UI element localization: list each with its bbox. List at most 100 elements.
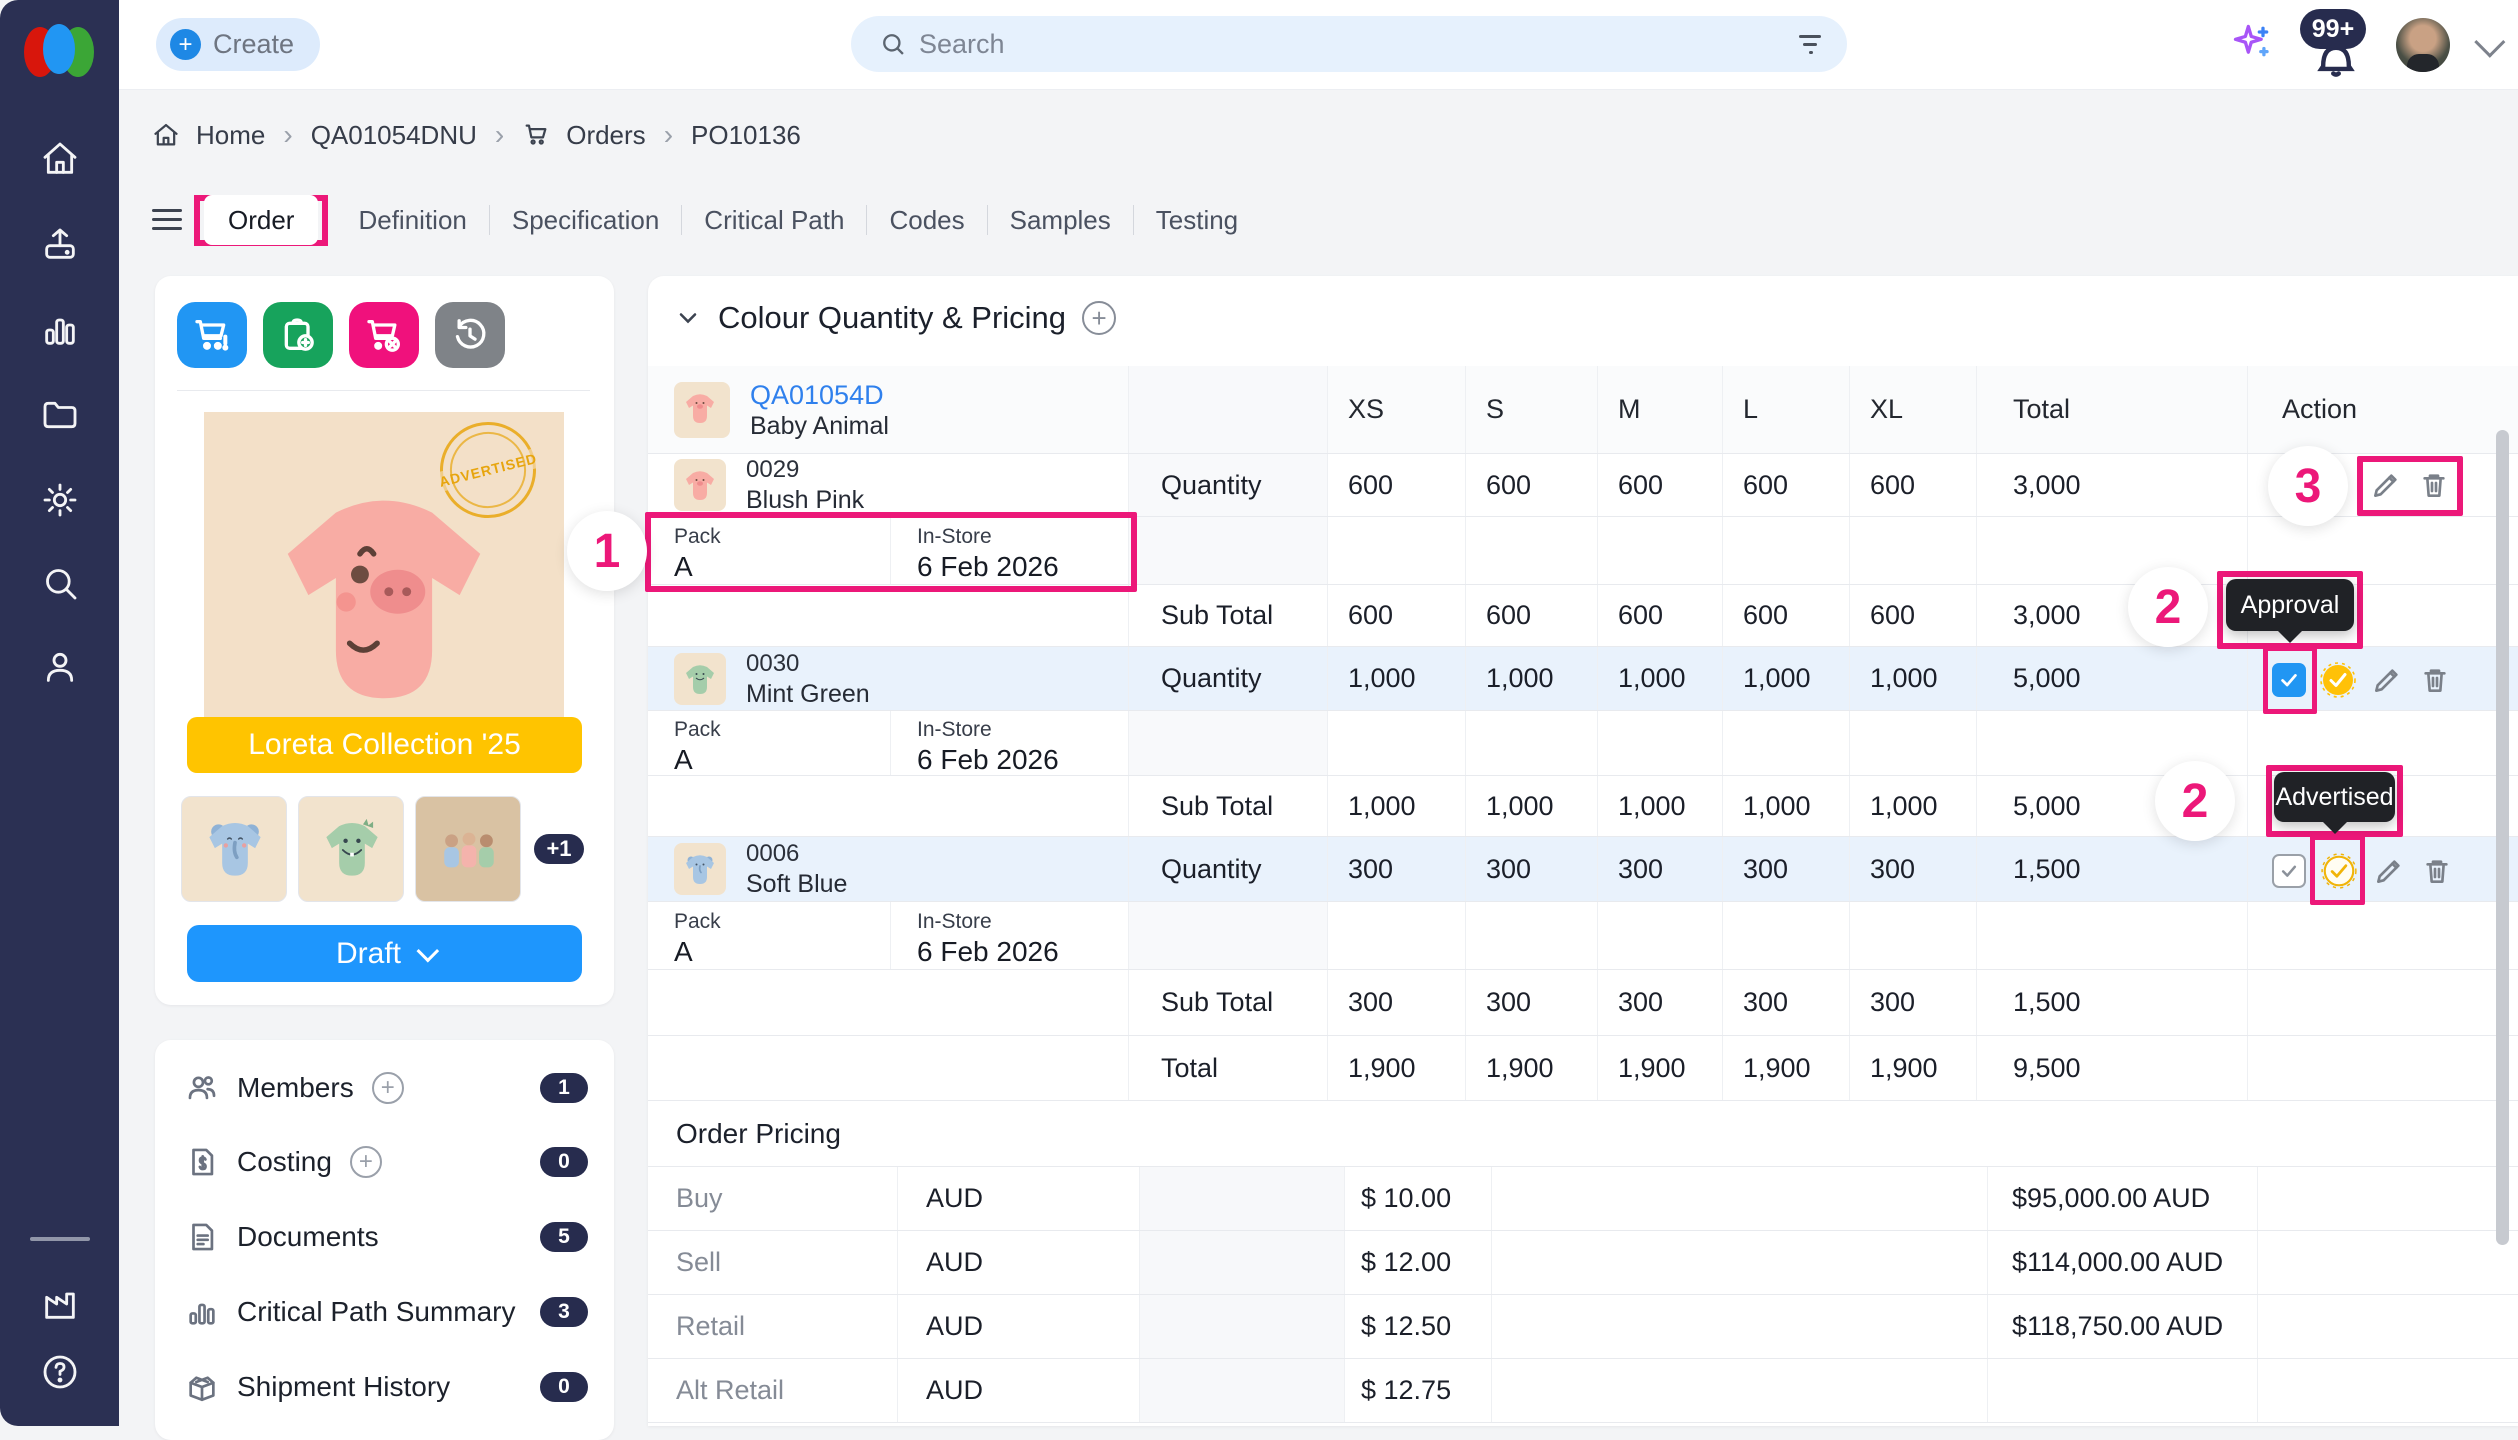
sidebar-item-costing[interactable]: Costing + 0 <box>185 1138 588 1186</box>
pricing-price: $ 12.00 <box>1345 1231 1492 1294</box>
size-header-xl: XL <box>1850 366 1977 453</box>
colorway-thumbnail[interactable] <box>674 843 726 895</box>
cart-remove-button[interactable] <box>349 302 419 368</box>
row-0029-actions <box>2369 468 2451 502</box>
edit-icon[interactable] <box>2370 663 2404 697</box>
create-button[interactable]: + Create <box>156 18 321 71</box>
app-logo[interactable] <box>24 24 96 80</box>
sidebar-item-documents[interactable]: Documents 5 <box>185 1213 588 1261</box>
add-colorway-icon[interactable]: + <box>1082 301 1117 335</box>
sidebar-item-members[interactable]: Members + 1 <box>185 1064 588 1112</box>
advertised-seal-outline-icon[interactable] <box>2320 852 2358 890</box>
tab-bar: Order Definition Specification Critical … <box>152 180 1260 260</box>
vertical-scrollbar[interactable] <box>2496 430 2509 1245</box>
colorway-code: 0006 <box>746 840 800 867</box>
breadcrumb-project[interactable]: QA01054DNU <box>310 119 477 150</box>
account-chevron-down-icon[interactable] <box>2474 26 2506 58</box>
subtotal-cell: 300 <box>1328 970 1466 1035</box>
product-main-image[interactable]: ADVERTISED <box>204 412 564 772</box>
user-avatar[interactable] <box>2396 18 2450 72</box>
colorway-name: Blush Pink <box>746 486 865 514</box>
factory-icon[interactable] <box>0 1272 119 1336</box>
total-cell: 1,900 <box>1466 1036 1598 1100</box>
style-code-link[interactable]: QA01054D <box>750 379 884 410</box>
add-member-icon[interactable]: + <box>371 1072 404 1104</box>
total-header: Total <box>1977 366 2248 453</box>
delete-icon[interactable] <box>2420 854 2454 888</box>
subtotal-total-cell: 1,500 <box>1977 970 2248 1035</box>
row-grand-total: Total 1,900 1,900 1,900 1,900 1,900 9,50… <box>648 1036 2518 1101</box>
documents-count-badge: 5 <box>540 1222 588 1252</box>
qty-cell: 1,000 <box>1466 647 1598 710</box>
user-icon[interactable] <box>0 635 119 699</box>
breadcrumb-home[interactable]: Home <box>196 119 266 150</box>
ai-sparkle-icon[interactable] <box>2230 21 2274 70</box>
notification-count-badge: 99+ <box>2300 9 2366 49</box>
pricing-currency: AUD <box>898 1295 1140 1358</box>
cart-alert-button[interactable] <box>177 302 247 368</box>
tab-definition[interactable]: Definition <box>358 204 467 235</box>
approval-checkbox-checked[interactable] <box>2272 663 2306 697</box>
row-0029-pack: Pack A In-Store 6 Feb 2026 <box>648 517 2518 585</box>
edit-icon[interactable] <box>2369 468 2403 502</box>
thumbnail-elephant[interactable] <box>181 796 287 902</box>
breadcrumb-orders[interactable]: Orders <box>566 119 646 150</box>
history-button[interactable] <box>435 302 505 368</box>
thumbnail-dino[interactable] <box>298 796 404 902</box>
delete-icon[interactable] <box>2418 663 2452 697</box>
edit-icon[interactable] <box>2372 854 2406 888</box>
colorway-thumbnail[interactable] <box>674 459 726 511</box>
tab-order[interactable]: Order <box>204 194 319 245</box>
row-label: Sub Total <box>1129 970 1328 1035</box>
qty-total-cell: 3,000 <box>1977 454 2248 516</box>
status-dropdown[interactable]: Draft <box>187 925 582 982</box>
critical-path-summary-label: Critical Path Summary <box>237 1296 516 1327</box>
costing-count-badge: 0 <box>540 1147 588 1177</box>
tab-critical-path[interactable]: Critical Path <box>704 204 845 235</box>
documents-label: Documents <box>237 1221 379 1252</box>
style-thumbnail[interactable] <box>674 381 730 438</box>
upload-icon[interactable] <box>0 212 119 276</box>
breadcrumb-separator: › <box>283 119 293 150</box>
colorway-name: Soft Blue <box>746 870 848 898</box>
colorway-thumbnail[interactable] <box>674 652 726 705</box>
collection-banner[interactable]: Loreta Collection '25 <box>187 717 582 773</box>
collapse-section-icon[interactable] <box>674 304 702 332</box>
filter-icon[interactable] <box>1797 33 1823 55</box>
folder-icon[interactable] <box>0 383 119 447</box>
delete-icon[interactable] <box>2417 468 2451 502</box>
thumbnail-babies-photo[interactable] <box>415 796 521 902</box>
quantity-table: QA01054D Baby Animal XS S M L XL Total A… <box>648 366 2518 1423</box>
qty-cell: 300 <box>1723 837 1850 901</box>
breadcrumb-po: PO10136 <box>691 119 801 150</box>
home-breadcrumb-icon[interactable] <box>152 121 180 149</box>
subtotal-cell: 300 <box>1850 970 1977 1035</box>
advertised-seal-icon[interactable] <box>2320 662 2356 698</box>
tab-codes[interactable]: Codes <box>889 204 965 235</box>
tab-specification[interactable]: Specification <box>511 204 660 235</box>
divider <box>177 390 590 391</box>
analytics-icon[interactable] <box>0 298 119 362</box>
search-input[interactable] <box>919 28 1797 60</box>
search-icon <box>883 34 904 55</box>
search-nav-icon[interactable] <box>0 551 119 615</box>
global-search[interactable] <box>851 16 1847 72</box>
qty-cell: 600 <box>1466 454 1598 516</box>
pricing-row-buy: Buy AUD $ 10.00 $95,000.00 AUD <box>648 1167 2518 1231</box>
help-icon[interactable] <box>0 1340 119 1404</box>
clipboard-add-button[interactable] <box>263 302 333 368</box>
sidebar-item-critical-path-summary[interactable]: Critical Path Summary 3 <box>185 1288 588 1336</box>
menu-icon[interactable] <box>152 209 182 231</box>
tab-testing[interactable]: Testing <box>1155 204 1239 235</box>
subtotal-cell: 600 <box>1598 585 1723 646</box>
notifications-bell[interactable]: 99+ <box>2300 7 2370 83</box>
add-costing-icon[interactable]: + <box>349 1146 382 1178</box>
tab-samples[interactable]: Samples <box>1009 204 1111 235</box>
home-icon[interactable] <box>0 127 119 191</box>
sidebar-item-shipment-history[interactable]: Shipment History 0 <box>185 1363 588 1411</box>
settings-icon[interactable] <box>0 468 119 532</box>
more-images-badge[interactable]: +1 <box>534 834 584 864</box>
approval-checkbox-unchecked[interactable] <box>2272 854 2306 888</box>
pig-onesie-image <box>287 500 481 699</box>
qty-cell: 600 <box>1850 454 1977 516</box>
